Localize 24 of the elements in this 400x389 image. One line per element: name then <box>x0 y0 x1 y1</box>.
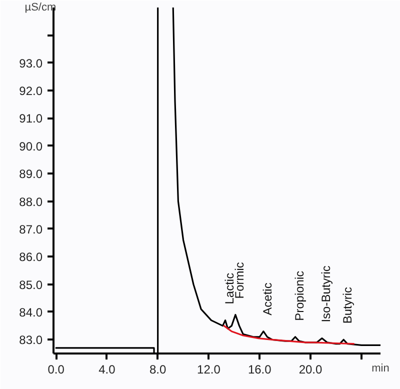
x-tick-label: 12.0 <box>197 362 221 376</box>
y-tick-label: 90.0 <box>19 139 43 154</box>
y-tick-label: 88.0 <box>19 194 43 209</box>
line-series <box>223 325 355 345</box>
annotation: Propionic <box>292 270 306 321</box>
x-tick-label: 16.0 <box>248 362 272 376</box>
y-tick-label: 85.0 <box>19 278 43 292</box>
annotation: Acetic <box>260 282 274 316</box>
y-tick-label: 93.0 <box>19 56 43 70</box>
y-tick-label: 84.0 <box>19 305 43 320</box>
x-tick-label: 4.0 <box>98 362 116 376</box>
x-axis-title: min <box>372 362 390 374</box>
y-tick-label: 89.0 <box>19 167 43 182</box>
y-tick-label: 92.0 <box>19 84 43 98</box>
x-tick-label: 0.0 <box>48 362 65 376</box>
x-tick-label: 20.0 <box>298 362 323 376</box>
y-tick-label: 87.0 <box>19 222 43 236</box>
y-tick-label: 83.0 <box>19 333 43 348</box>
annotation: Butyric <box>340 286 355 324</box>
y-axis-title: µS/cm <box>24 2 56 14</box>
y-tick-label: 86.0 <box>19 250 43 264</box>
annotation: Iso-Butyric <box>318 266 333 322</box>
x-tick-label: 8.0 <box>149 362 166 376</box>
y-tick-label: 91.0 <box>19 112 43 126</box>
